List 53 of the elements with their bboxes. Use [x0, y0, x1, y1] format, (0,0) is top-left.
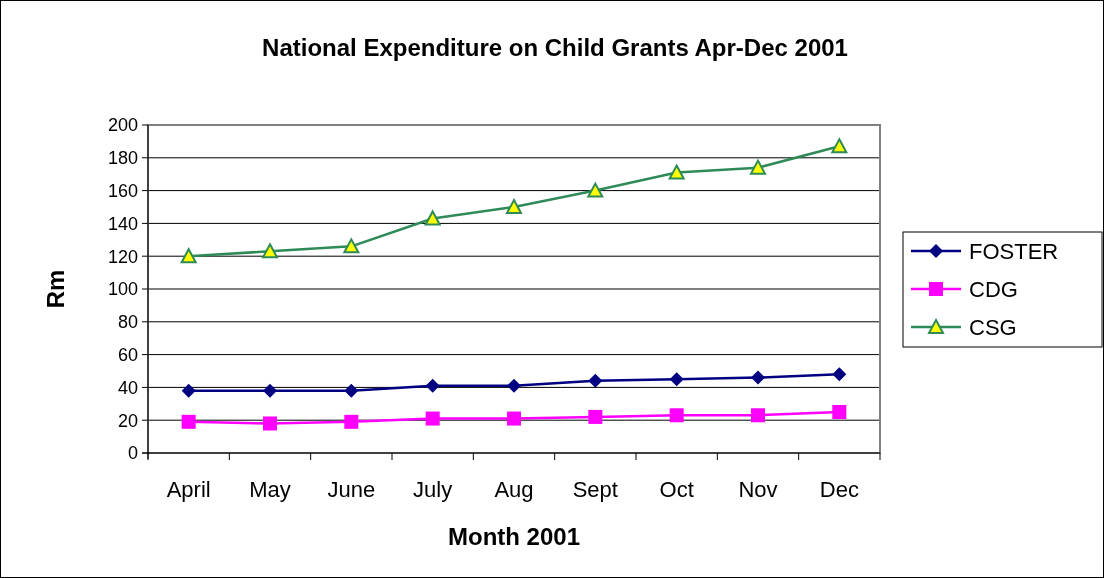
- y-tick-label: 0: [127, 443, 138, 464]
- point: [669, 372, 684, 387]
- y-tick-label: 200: [107, 115, 138, 136]
- point: [669, 408, 684, 423]
- point: [262, 243, 278, 259]
- legend-label: FOSTER: [969, 238, 1059, 264]
- legend-label: CDG: [969, 276, 1018, 302]
- point: [181, 383, 196, 398]
- y-tick-label: 160: [107, 180, 138, 201]
- y-tick-label: 120: [107, 246, 138, 267]
- x-tick-label: May: [249, 477, 291, 502]
- x-tick-label: Nov: [738, 477, 778, 502]
- y-tick-label: 100: [107, 279, 138, 300]
- point: [751, 408, 765, 423]
- x-tick-label: Aug: [494, 477, 534, 502]
- y-tick-label: 140: [107, 213, 138, 234]
- legend-label: CSG: [969, 314, 1017, 340]
- chart-title: National Expenditure on Child Grants Apr-Dec 2001: [262, 34, 848, 61]
- point: [263, 383, 277, 398]
- point: [425, 411, 440, 426]
- y-tick-label: 180: [107, 148, 138, 169]
- point: [343, 238, 360, 254]
- point: [507, 411, 521, 426]
- point: [588, 373, 603, 388]
- point: [751, 370, 765, 385]
- y-tick-label: 60: [117, 344, 138, 365]
- point: [507, 378, 521, 393]
- point: [832, 367, 847, 382]
- point: [506, 199, 522, 214]
- y-tick-label: 80: [117, 312, 138, 333]
- point: [263, 416, 277, 431]
- point: [831, 138, 848, 154]
- y-axis-title: Rm: [42, 269, 69, 309]
- point: [587, 182, 604, 198]
- x-tick-label: Sept: [572, 477, 618, 502]
- point: [344, 383, 359, 398]
- x-tick-label: July: [413, 477, 453, 502]
- point: [668, 164, 685, 180]
- point: [425, 378, 440, 393]
- y-tick-label: 20: [117, 410, 138, 431]
- point: [424, 210, 441, 226]
- y-tick-label: 40: [117, 377, 138, 398]
- x-tick-label: Dec: [819, 477, 859, 502]
- x-tick-label: June: [327, 477, 376, 502]
- point: [750, 159, 766, 175]
- point: [344, 414, 359, 429]
- x-axis-title: Month 2001: [447, 523, 581, 550]
- point: [181, 414, 196, 429]
- point: [832, 405, 847, 419]
- point: [180, 248, 197, 264]
- x-tick-label: April: [166, 477, 211, 502]
- point: [588, 409, 603, 424]
- x-tick-label: Oct: [659, 477, 694, 502]
